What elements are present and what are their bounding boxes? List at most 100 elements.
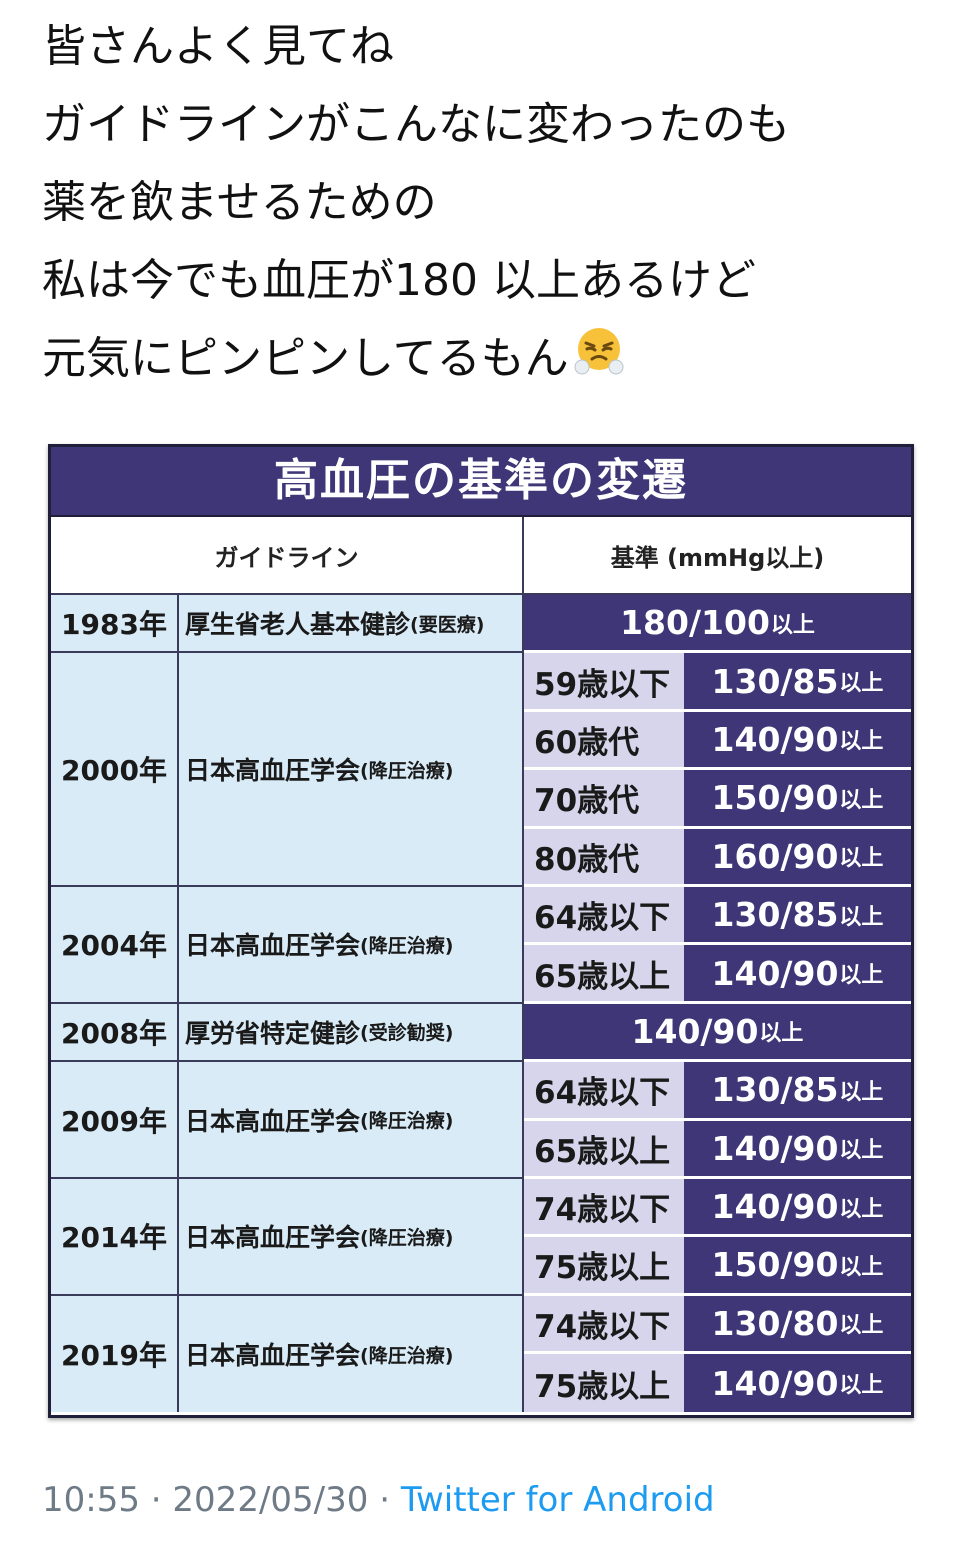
org-name: 日本高血圧学会 — [185, 1341, 361, 1371]
tweet-line-last: 元気にピンピンしてるもん — [42, 320, 932, 398]
row-organization: 日本高血圧学会 (降圧治療) — [179, 1295, 524, 1413]
row-year: 2008年 — [51, 1003, 179, 1063]
age-group: 70歳代 — [524, 770, 684, 829]
bp-value: 150/90 — [711, 1245, 839, 1285]
age-group: 65歳以上 — [524, 945, 684, 1004]
row-organization: 厚生省老人基本健診 (要医療) — [179, 595, 524, 654]
blood-pressure-criteria-infographic: 高血圧の基準の変遷 ガイドライン 基準 (mmHg以上) 1983年 厚生省老人… — [48, 444, 914, 1418]
header-standard: 基準 (mmHg以上) — [524, 517, 911, 595]
row-year: 2014年 — [51, 1178, 179, 1296]
unit-label: 以上 — [839, 1079, 884, 1105]
org-name: 厚生省老人基本健診 — [185, 610, 411, 640]
org-note: (受診勧奨) — [360, 1022, 454, 1045]
age-group: 80歳代 — [524, 828, 684, 887]
tweet-source-link[interactable]: Twitter for Android — [400, 1480, 715, 1520]
bp-value: 130/85 — [711, 895, 839, 935]
tweet-line: 私は今でも血圧が180 以上あるけど — [42, 255, 756, 306]
criteria-value: 140/90 以上 — [684, 1120, 911, 1179]
org-note: (降圧治療) — [360, 1226, 454, 1249]
tweet-date: 2022/05/30 — [172, 1480, 369, 1520]
org-note: (降圧治療) — [360, 934, 454, 957]
criteria-value: 130/85 以上 — [684, 653, 911, 712]
age-group: 75歳以上 — [524, 1354, 684, 1413]
bp-value: 140/90 — [711, 1187, 839, 1227]
row-year: 2009年 — [51, 1062, 179, 1179]
criteria-value: 140/90 以上 — [684, 711, 911, 771]
unit-label: 以上 — [839, 1313, 884, 1339]
org-name: 日本高血圧学会 — [185, 1106, 361, 1136]
unit-label: 以上 — [770, 612, 815, 638]
org-note: (降圧治療) — [360, 1110, 454, 1133]
org-name: 日本高血圧学会 — [185, 931, 361, 961]
unit-label: 以上 — [839, 671, 884, 697]
age-group: 64歳以下 — [524, 1062, 684, 1121]
criteria-value: 180/100 以上 — [524, 595, 911, 654]
row-year: 2000年 — [51, 653, 179, 887]
tweet-line: 皆さんよく見てね — [42, 21, 394, 72]
unit-label: 以上 — [839, 1196, 884, 1222]
org-note: (降圧治療) — [360, 759, 454, 782]
separator: · — [139, 1480, 173, 1520]
unit-label: 以上 — [839, 846, 884, 872]
unit-label: 以上 — [839, 729, 884, 755]
age-group: 60歳代 — [524, 711, 684, 771]
age-group: 64歳以下 — [524, 886, 684, 946]
tweet-line-text: 元気にピンピンしてるもん — [42, 333, 569, 384]
org-name: 厚労省特定健診 — [185, 1018, 361, 1048]
criteria-value: 140/90 以上 — [524, 1003, 911, 1063]
row-year: 1983年 — [51, 595, 179, 654]
unit-label: 以上 — [839, 1254, 884, 1280]
bp-value: 180/100 — [620, 603, 770, 643]
criteria-value: 140/90 以上 — [684, 1178, 911, 1238]
unit-label: 以上 — [839, 1373, 884, 1399]
age-group: 59歳以下 — [524, 653, 684, 712]
row-year: 2004年 — [51, 886, 179, 1004]
infographic-title: 高血圧の基準の変遷 — [51, 447, 911, 515]
unit-label: 以上 — [759, 1021, 804, 1047]
criteria-table: ガイドライン 基準 (mmHg以上) 1983年 厚生省老人基本健診 (要医療) … — [51, 515, 911, 1413]
row-organization: 日本高血圧学会 (降圧治療) — [179, 886, 524, 1004]
bp-value: 140/90 — [631, 1011, 759, 1051]
row-year: 2019年 — [51, 1295, 179, 1413]
criteria-value: 150/90 以上 — [684, 1237, 911, 1296]
criteria-value: 160/90 以上 — [684, 828, 911, 887]
row-organization: 日本高血圧学会 (降圧治療) — [179, 1062, 524, 1179]
bp-value: 160/90 — [711, 836, 839, 876]
criteria-value: 130/85 以上 — [684, 1062, 911, 1121]
bp-value: 140/90 — [711, 719, 839, 759]
bp-value: 140/90 — [711, 953, 839, 993]
tweet-line: ガイドラインがこんなに変わったのも — [42, 99, 790, 150]
criteria-value: 140/90 以上 — [684, 945, 911, 1004]
bp-value: 130/85 — [711, 1070, 839, 1110]
header-guideline: ガイドライン — [51, 517, 524, 595]
row-organization: 日本高血圧学会 (降圧治療) — [179, 653, 524, 887]
tweet-text: 皆さんよく見てね ガイドラインがこんなに変わったのも 薬を飲ませるための 私は今… — [42, 8, 932, 398]
unit-label: 以上 — [839, 787, 884, 813]
criteria-value: 140/90 以上 — [684, 1354, 911, 1413]
age-group: 75歳以上 — [524, 1237, 684, 1296]
face-with-steam-from-nose-icon — [574, 328, 624, 375]
org-name: 日本高血圧学会 — [185, 756, 361, 786]
bp-value: 150/90 — [711, 778, 839, 818]
age-group: 74歳以下 — [524, 1295, 684, 1355]
org-note: (降圧治療) — [360, 1344, 454, 1367]
criteria-value: 130/85 以上 — [684, 886, 911, 946]
unit-label: 以上 — [839, 1138, 884, 1164]
unit-label: 以上 — [839, 904, 884, 930]
age-group: 74歳以下 — [524, 1178, 684, 1238]
criteria-value: 150/90 以上 — [684, 770, 911, 829]
tweet-metadata: 10:55 · 2022/05/30 · Twitter for Android — [42, 1480, 715, 1520]
bp-value: 140/90 — [711, 1128, 839, 1168]
row-organization: 日本高血圧学会 (降圧治療) — [179, 1178, 524, 1296]
tweet-time: 10:55 — [42, 1480, 140, 1520]
age-group: 65歳以上 — [524, 1120, 684, 1179]
bp-value: 140/90 — [711, 1363, 839, 1403]
separator: · — [368, 1480, 401, 1520]
org-name: 日本高血圧学会 — [185, 1223, 361, 1253]
bp-value: 130/85 — [711, 661, 839, 701]
tweet-line: 薬を飲ませるための — [42, 177, 437, 228]
criteria-value: 130/80 以上 — [684, 1295, 911, 1355]
org-note: (要医療) — [410, 613, 485, 636]
bp-value: 130/80 — [711, 1303, 839, 1343]
unit-label: 以上 — [839, 963, 884, 989]
